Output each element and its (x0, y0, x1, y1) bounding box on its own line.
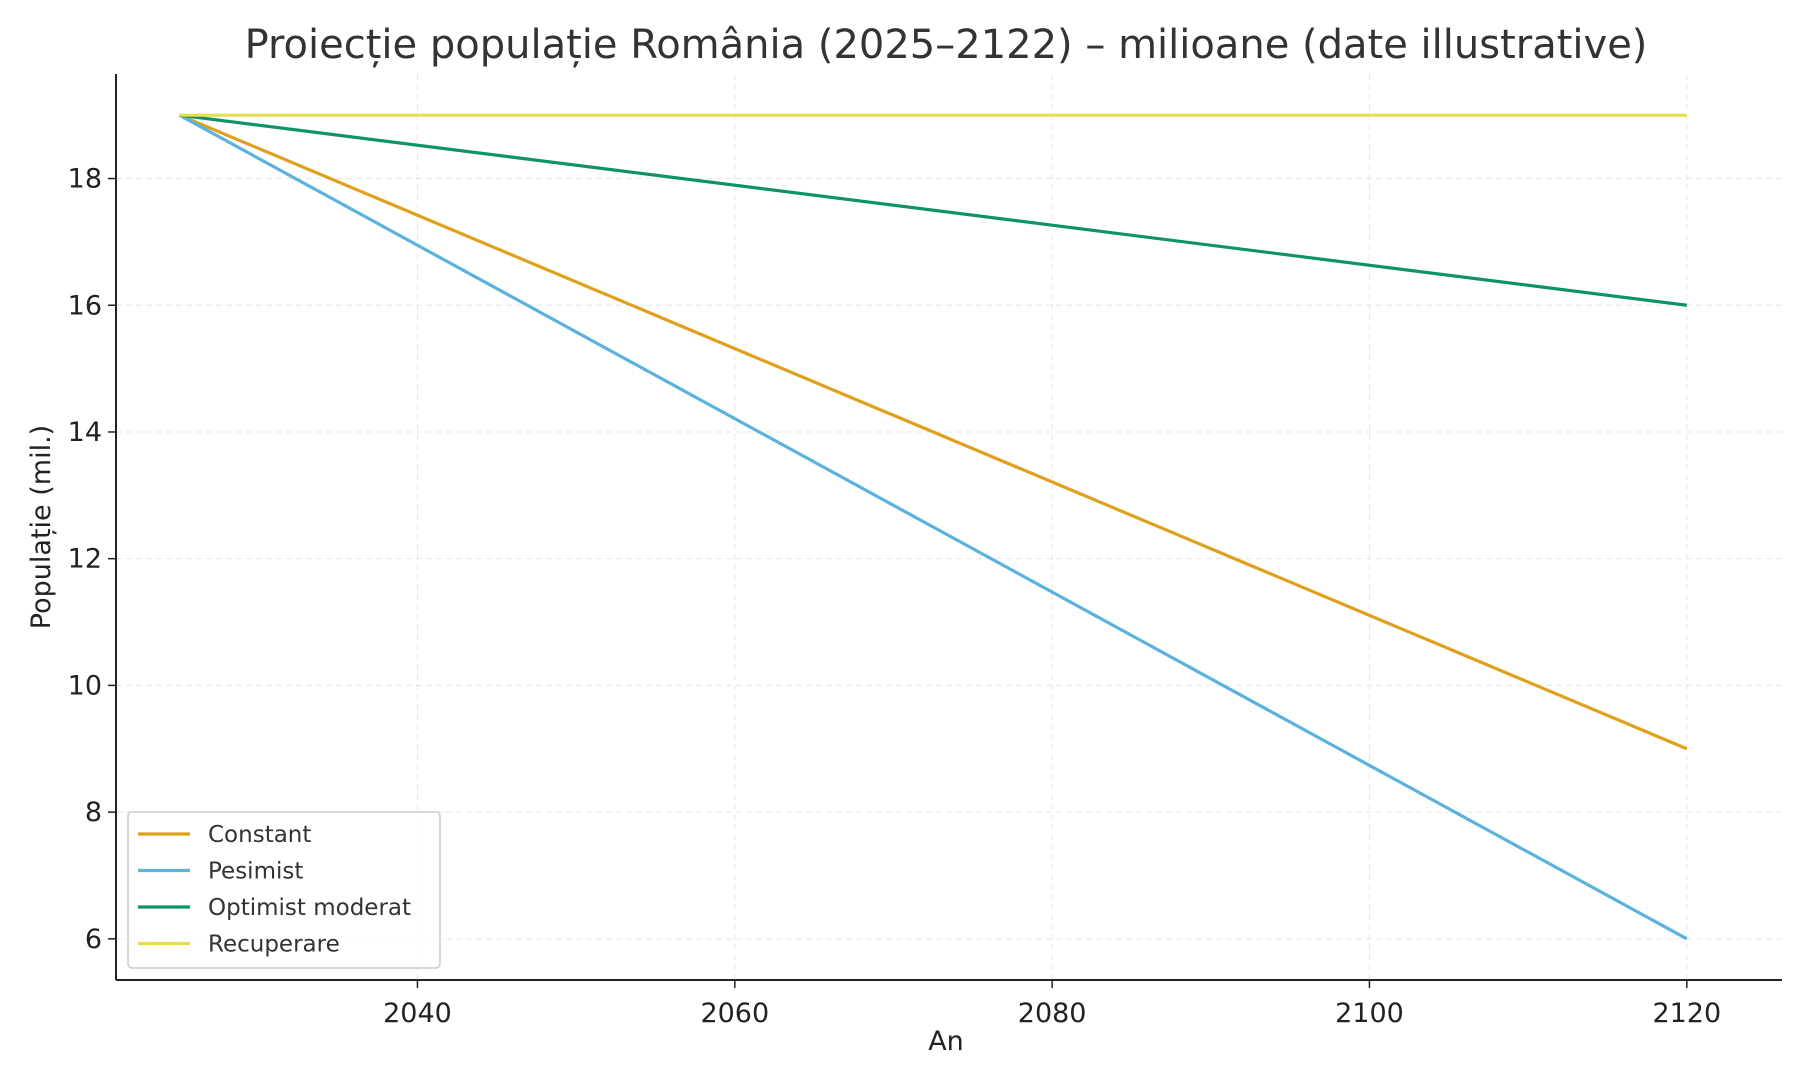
y-tick-label: 18 (68, 164, 102, 195)
y-tick-label: 12 (68, 544, 102, 575)
x-tick-label: 2100 (1335, 998, 1404, 1029)
legend-label: Pesimist (208, 859, 303, 885)
series-lines (178, 113, 1688, 941)
series-line-pesimist (178, 113, 1688, 941)
legend: Constant Pesimist Optimist moderat Recupera… (127, 811, 441, 969)
y-axis-title: Populație (mil.) (26, 425, 57, 629)
legend-frame (127, 811, 441, 969)
ticks: 6 8 10 12 14 16 18 2040 2060 2080 2100 2120 (68, 164, 1722, 1029)
y-tick-label: 6 (85, 924, 102, 955)
legend-label: Recuperare (208, 932, 340, 958)
y-tick-label: 10 (68, 670, 102, 701)
x-tick-label: 2120 (1652, 998, 1721, 1029)
x-axis-title: An (928, 1026, 964, 1057)
y-tick-label: 16 (68, 290, 102, 321)
series-line-constant (178, 113, 1688, 751)
legend-label: Constant (208, 822, 311, 848)
y-tick-label: 14 (68, 417, 102, 448)
x-tick-label: 2060 (700, 998, 769, 1029)
axes (115, 74, 1782, 981)
chart-title: Proiecție populație România (2025–2122) … (245, 22, 1648, 68)
x-tick-label: 2080 (1018, 998, 1087, 1029)
x-tick-label: 2040 (383, 998, 452, 1029)
series-line-optimist-moderat (179, 113, 1688, 307)
y-tick-label: 8 (85, 797, 102, 828)
legend-label: Optimist moderat (208, 895, 411, 921)
